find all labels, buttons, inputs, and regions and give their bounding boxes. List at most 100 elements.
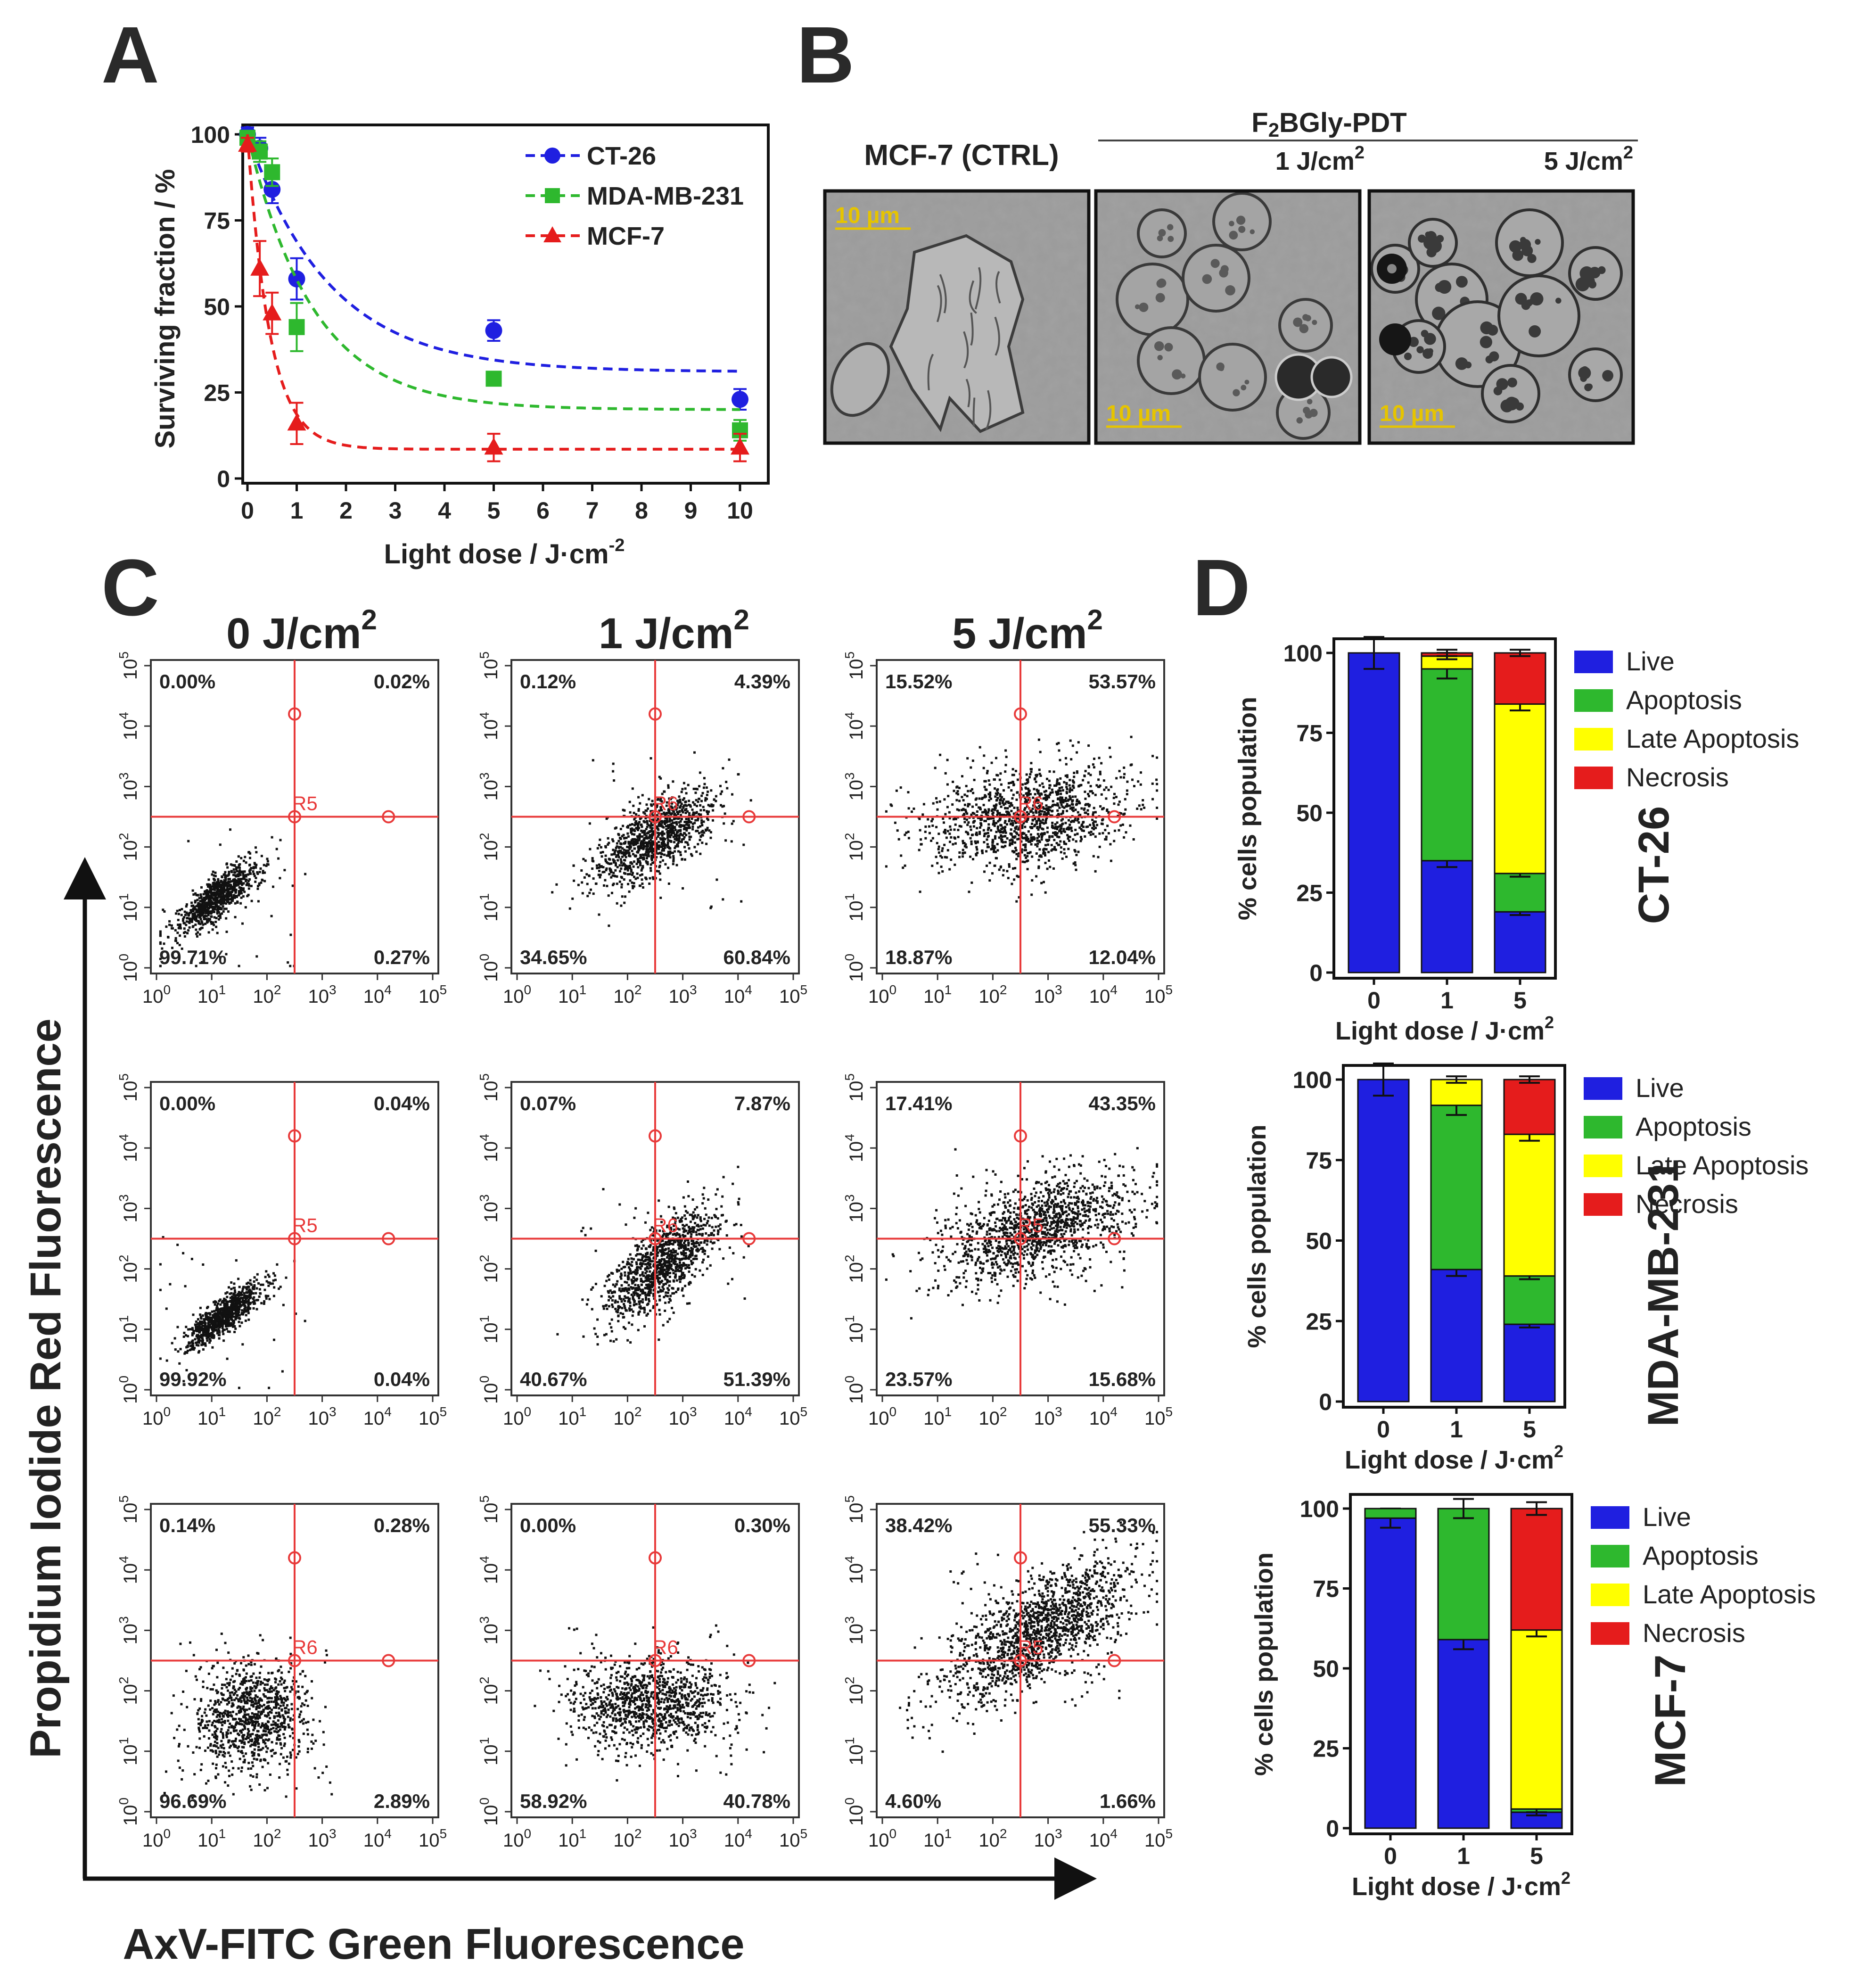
event-dot [252, 1292, 255, 1295]
event-dot [234, 1318, 237, 1321]
event-dot [659, 1289, 662, 1291]
event-dot [233, 889, 236, 891]
event-dot [937, 845, 940, 848]
event-dot [267, 1295, 270, 1297]
event-dot [614, 875, 617, 878]
tick-base: 10 [846, 659, 867, 680]
event-dot [1110, 859, 1112, 862]
event-dot [182, 917, 185, 920]
event-dot [715, 795, 717, 798]
event-dot [161, 947, 164, 950]
micrograph-label: MCF-7 (CTRL) [864, 139, 1059, 172]
event-dot [629, 861, 632, 864]
event-dot [591, 857, 594, 859]
event-dot [611, 1299, 614, 1302]
event-dot [223, 1302, 226, 1305]
event-dot [265, 1270, 268, 1273]
event-dot [1057, 789, 1060, 792]
event-dot [649, 841, 651, 844]
event-dot [1029, 809, 1032, 812]
event-dot [255, 1299, 258, 1302]
event-dot [612, 858, 615, 861]
event-dot [1047, 796, 1050, 799]
event-dot [692, 1211, 695, 1214]
event-dot [188, 922, 191, 924]
tick-exp: 4 [745, 982, 752, 997]
event-dot [1013, 878, 1016, 881]
event-dot [699, 835, 702, 838]
event-dot [1032, 814, 1035, 817]
event-dot [1065, 782, 1068, 784]
event-dot [633, 824, 636, 826]
event-dot [1010, 833, 1013, 836]
event-dot [937, 848, 940, 850]
event-dot [678, 834, 681, 837]
event-dot [226, 1357, 229, 1360]
cell-texture [969, 280, 977, 314]
event-dot [992, 822, 995, 825]
event-dot [627, 849, 630, 852]
event-dot [1068, 784, 1071, 787]
event-dot [265, 865, 268, 867]
event-dot [1001, 845, 1003, 848]
event-dot [638, 835, 641, 838]
event-dot [885, 865, 888, 868]
event-dot [658, 823, 661, 825]
event-dot [996, 827, 999, 830]
event-dot [635, 1261, 638, 1264]
event-dot [677, 841, 680, 844]
tick-exp: 4 [384, 982, 392, 997]
event-dot [245, 1291, 248, 1294]
event-dot [621, 864, 624, 867]
event-dot [605, 817, 608, 820]
event-dot [248, 851, 250, 854]
event-dot [719, 784, 722, 787]
event-dot [1054, 823, 1057, 825]
event-dot [679, 854, 682, 856]
event-dot [688, 1267, 691, 1269]
event-dot [194, 1338, 197, 1341]
event-dot [981, 811, 984, 814]
event-dot [227, 888, 230, 891]
y-tick-label: 101 [842, 893, 867, 922]
event-dot [190, 1258, 193, 1261]
event-dot [185, 1369, 188, 1371]
event-dot [212, 1327, 214, 1329]
event-dot [978, 806, 980, 809]
event-dot [604, 845, 607, 848]
event-dot [642, 858, 645, 860]
event-dot [260, 1302, 263, 1304]
event-dot [162, 1236, 164, 1238]
event-dot [631, 833, 633, 835]
event-dot [602, 866, 605, 868]
event-dot [1071, 819, 1074, 822]
event-dot [225, 1323, 228, 1326]
event-dot [685, 829, 688, 832]
event-dot [666, 833, 669, 836]
event-dot [694, 1268, 697, 1270]
event-dot [263, 880, 266, 883]
event-dot [1074, 828, 1077, 831]
y-tick-label: 104 [842, 712, 867, 740]
event-dot [1124, 808, 1127, 811]
event-dot [616, 845, 618, 848]
cell-granule [1575, 277, 1590, 292]
event-dot [588, 822, 591, 825]
event-dot [999, 772, 1002, 775]
event-dot [617, 854, 620, 856]
event-dot [1087, 744, 1090, 747]
event-dot [1156, 807, 1159, 809]
event-dot [649, 826, 652, 829]
event-dot [1030, 827, 1033, 829]
event-dot [238, 1308, 240, 1311]
event-dot [187, 1328, 190, 1331]
event-dot [948, 817, 951, 820]
event-dot [245, 878, 248, 881]
event-dot [208, 1332, 211, 1335]
event-dot [222, 1315, 225, 1318]
event-dot [1053, 846, 1056, 849]
event-dot [996, 814, 999, 817]
event-dot [657, 852, 659, 855]
event-dot [969, 855, 972, 858]
event-dot [1055, 783, 1058, 786]
